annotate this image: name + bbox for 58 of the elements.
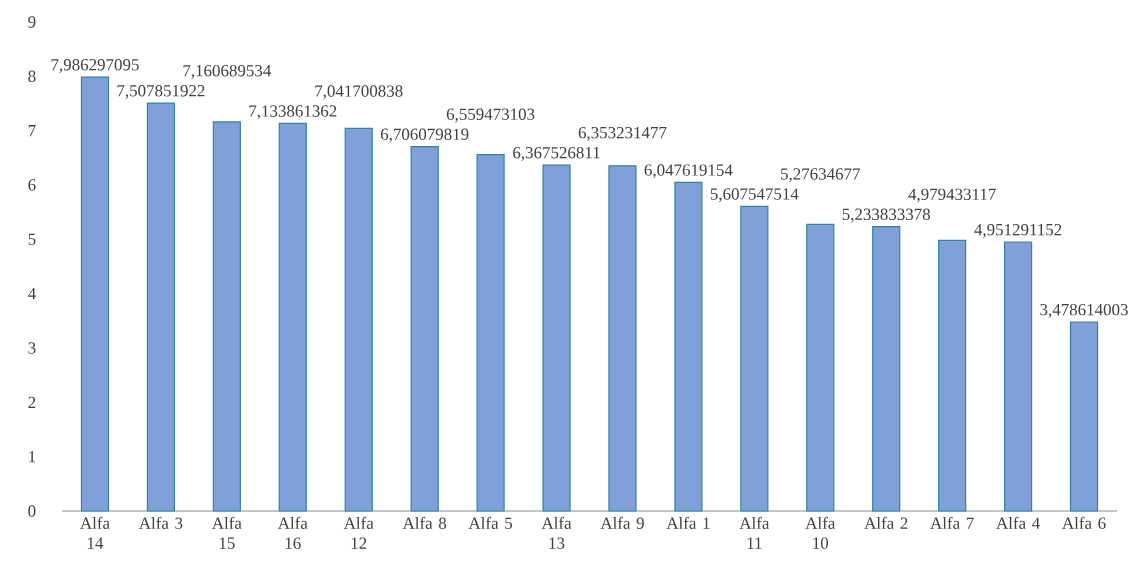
data-label: 6,367526811 [513, 146, 600, 161]
bar [938, 239, 967, 512]
x-tick-label: Alfa 11 [739, 516, 770, 549]
bar [872, 226, 901, 512]
bar [410, 146, 439, 512]
data-label: 7,507851922 [117, 85, 205, 99]
y-tick-label: 0 [28, 505, 36, 517]
data-label: 7,986297095 [51, 59, 139, 73]
x-tick-label: Alfa 10 [805, 516, 836, 549]
x-tick-label: Alfa 16 [277, 516, 308, 549]
data-label: 6,047619154 [644, 164, 733, 179]
x-tick-label: Alfa 4 [996, 516, 1040, 529]
bar [1069, 321, 1099, 512]
x-tick-label: Alfa 13 [541, 516, 572, 549]
bar [542, 164, 571, 512]
data-label: 5,27634677 [781, 168, 861, 183]
x-tick-label: Alfa 9 [600, 516, 644, 529]
bar [146, 102, 176, 512]
data-label: 6,559473103 [446, 108, 535, 123]
x-tick-label: Alfa 7 [930, 516, 974, 529]
x-tick-label: Alfa 1 [666, 516, 710, 529]
y-tick-label: 8 [28, 70, 36, 83]
data-label: 6,706079819 [380, 128, 469, 143]
y-tick-label: 2 [28, 396, 36, 408]
data-label: 4,979433117 [908, 188, 996, 203]
x-tick-label: Alfa 8 [402, 516, 447, 529]
y-tick-label: 3 [28, 342, 36, 354]
data-label: 4,951291152 [974, 223, 1062, 238]
x-tick-label: Alfa 3 [138, 516, 183, 529]
y-tick-label: 4 [28, 288, 36, 300]
y-tick-label: 1 [29, 451, 36, 463]
x-tick-label: Alfa 12 [343, 516, 374, 549]
data-label: 5,233833378 [842, 208, 931, 223]
bar [608, 165, 637, 512]
data-label: 7,160689534 [183, 64, 272, 79]
x-tick-label: Alfa 5 [468, 516, 513, 529]
data-label: 5,607547514 [710, 188, 799, 203]
x-tick-label: Alfa 14 [80, 516, 110, 549]
data-label: 7,133861362 [249, 105, 337, 120]
bar [80, 76, 110, 512]
bar [278, 122, 307, 512]
bar [740, 205, 769, 512]
x-tick-label: Alfa 2 [864, 516, 908, 529]
y-tick-label: 7 [28, 125, 36, 137]
y-tick-label: 5 [28, 233, 36, 245]
x-tick-label: Alfa 6 [1062, 516, 1106, 529]
bar [806, 223, 835, 512]
x-tick-label: Alfa 15 [211, 516, 242, 549]
data-label: 3,478614003 [1040, 303, 1128, 318]
data-label: 6,353231477 [578, 126, 667, 141]
bar [674, 181, 703, 512]
bar [212, 121, 241, 512]
bar [1003, 241, 1033, 512]
y-tick-label: 6 [28, 179, 36, 191]
data-label: 7,041700838 [315, 85, 403, 100]
bar [476, 154, 505, 512]
bar [344, 127, 373, 512]
y-tick-label: 9 [28, 16, 36, 28]
